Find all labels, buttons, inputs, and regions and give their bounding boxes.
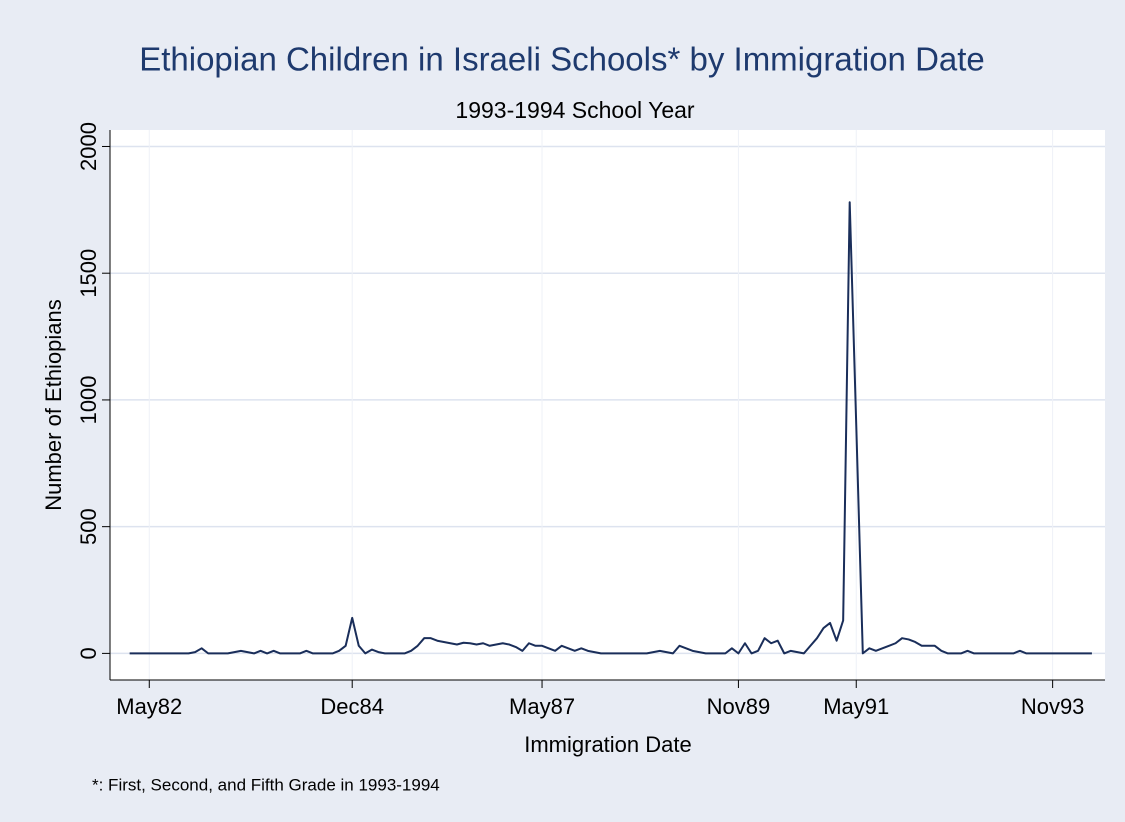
x-tick-label: Nov93 — [1021, 694, 1085, 719]
y-tick-label: 500 — [76, 508, 101, 545]
x-tick-label: May82 — [116, 694, 182, 719]
x-tick-label: May91 — [823, 694, 889, 719]
data-line — [129, 201, 1092, 655]
x-tick-label: May87 — [509, 694, 575, 719]
y-tick-label: 0 — [76, 647, 101, 659]
x-axis-label: Immigration Date — [524, 732, 692, 757]
y-axis-label: Number of Ethiopians — [41, 299, 66, 511]
y-tick-label: 1000 — [76, 375, 101, 424]
plot-area — [110, 130, 1105, 680]
chart-title: Ethiopian Children in Israeli Schools* b… — [139, 41, 985, 78]
x-tick-label: Nov89 — [707, 694, 771, 719]
note: *: First, Second, and Fifth Grade in 199… — [92, 775, 440, 794]
y-tick-label: 2000 — [76, 122, 101, 171]
y-tick-label: 1500 — [76, 249, 101, 298]
x-tick-label: Dec84 — [320, 694, 384, 719]
chart-subtitle: 1993-1994 School Year — [455, 97, 694, 123]
